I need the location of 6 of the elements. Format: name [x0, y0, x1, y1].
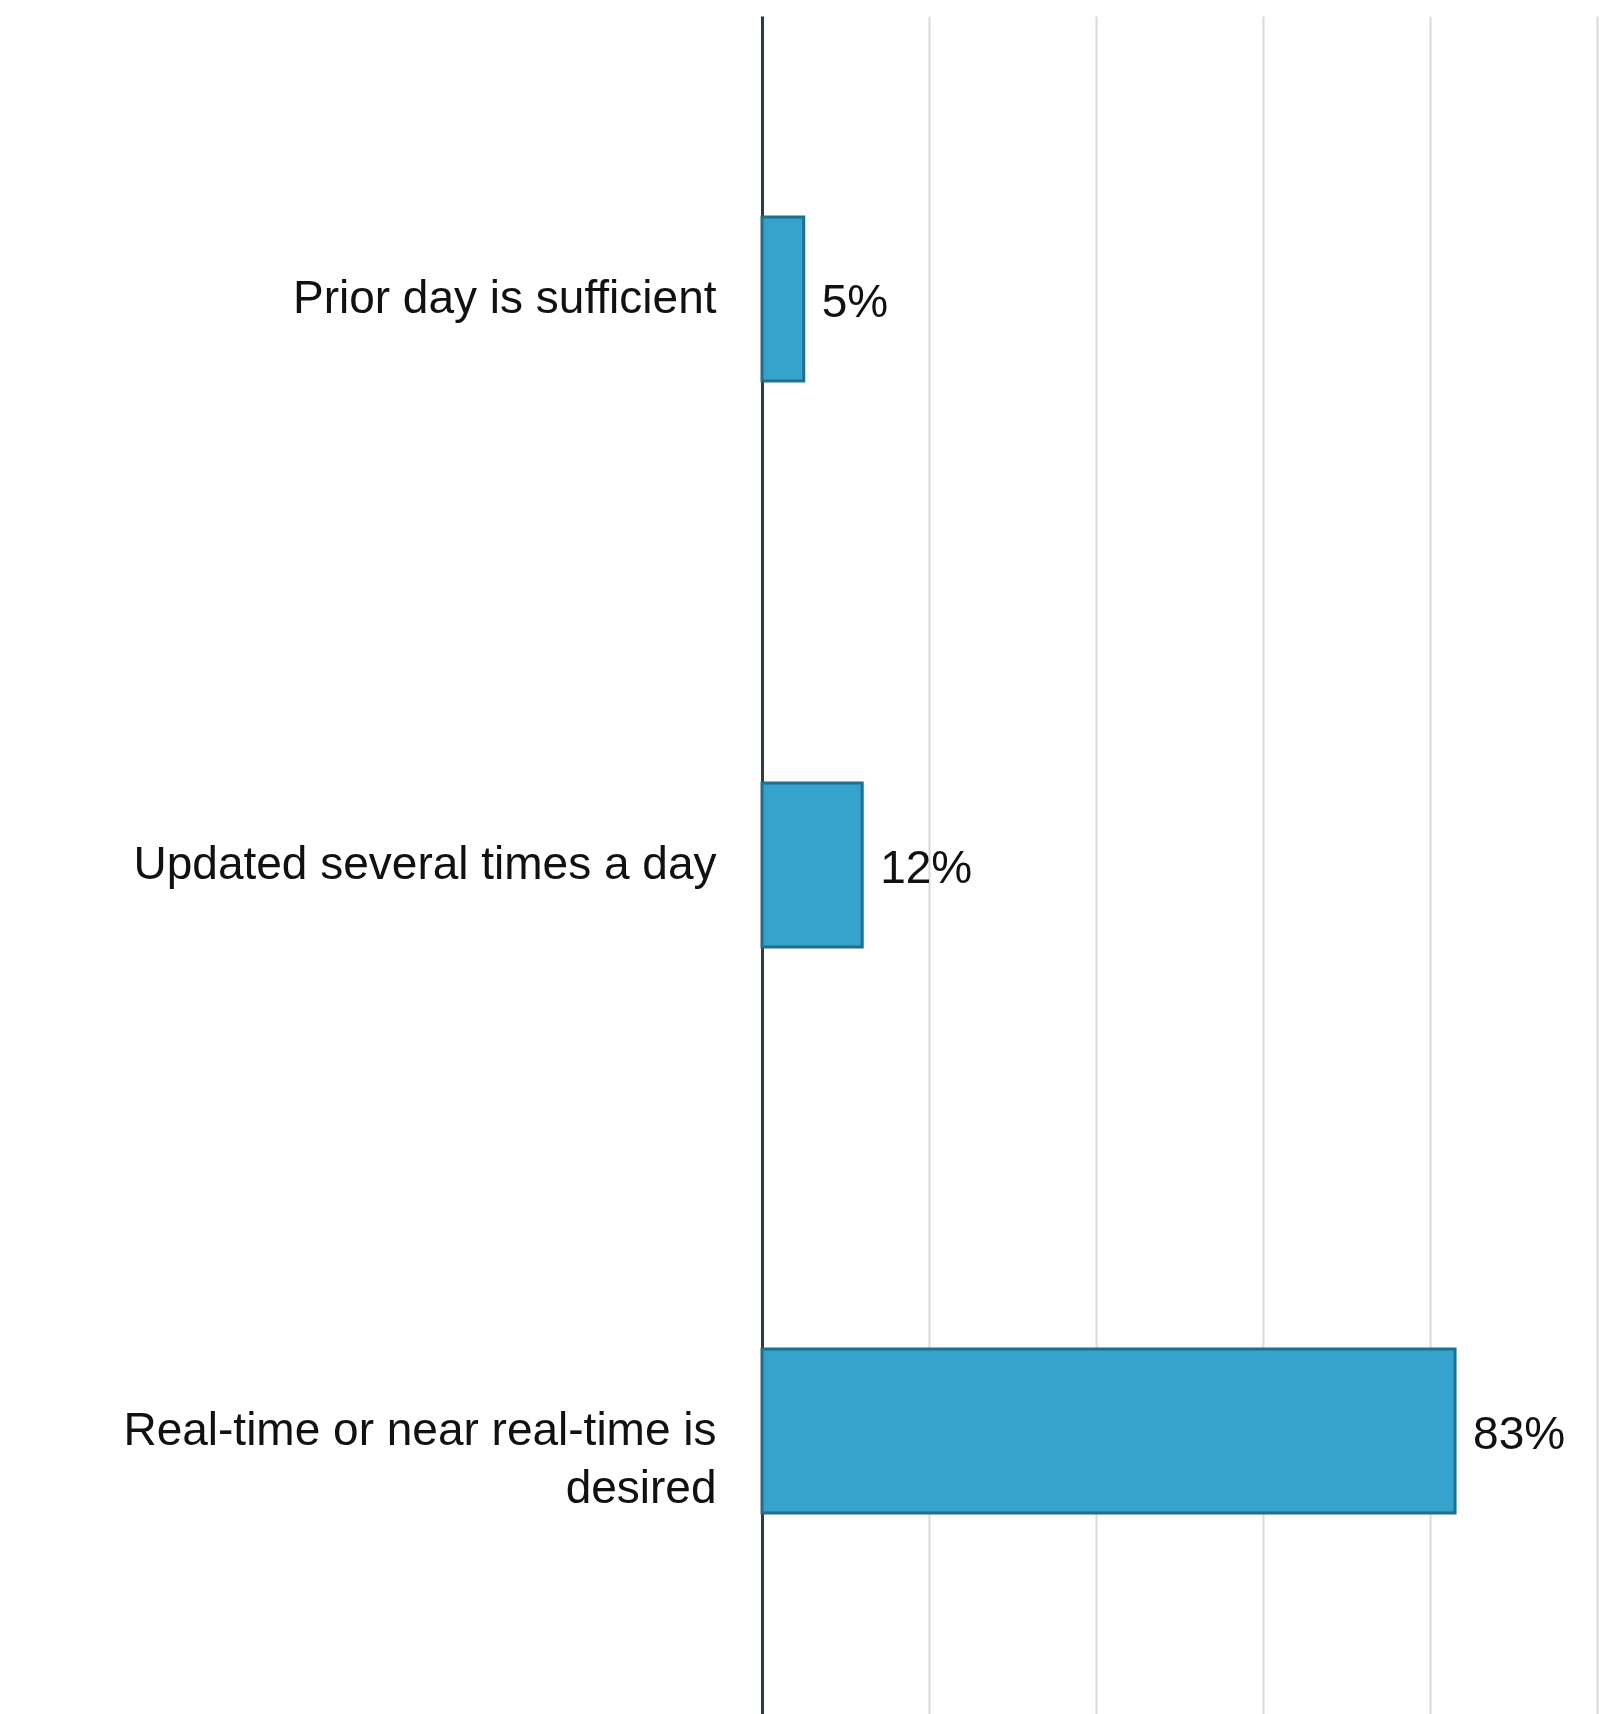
y-tick-label: Updated several times a day [133, 837, 717, 889]
y-tick-label: Prior day is sufficient [292, 271, 717, 323]
data-label: 5% [821, 275, 889, 327]
data-label: 83% [1473, 1407, 1566, 1459]
data-label: 12% [880, 841, 973, 893]
y-tick-label: Real-time or near real-time is desired [123, 1403, 717, 1513]
